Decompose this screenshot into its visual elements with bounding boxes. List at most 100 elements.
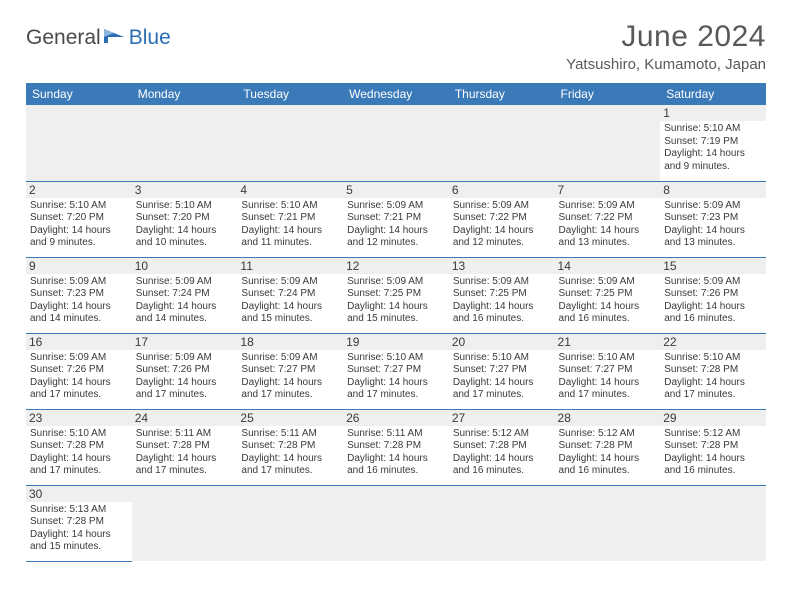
day-info: Sunrise: 5:09 AMSunset: 7:27 PMDaylight:…: [241, 352, 339, 402]
calendar-empty-cell: [343, 105, 449, 181]
calendar-day-cell: 29Sunrise: 5:12 AMSunset: 7:28 PMDayligh…: [660, 409, 766, 485]
day-number: 9: [26, 258, 132, 274]
calendar-day-cell: 17 Sunrise: 5:09 AMSunset: 7:26 PMDayligh…: [132, 333, 238, 409]
day-info: Sunrise: 5:09 AMSunset: 7:25 PMDaylight:…: [453, 276, 551, 326]
brand-logo: General Blue: [26, 26, 171, 50]
calendar-day-cell: 13 Sunrise: 5:09 AMSunset: 7:25 PMDayligh…: [449, 257, 555, 333]
day-info: Sunrise: 5:09 AMSunset: 7:22 PMDaylight:…: [559, 200, 657, 250]
day-info: Sunrise: 5:09 AMSunset: 7:26 PMDaylight:…: [664, 276, 762, 326]
calendar-page: General Blue June 2024 Yatsushiro, Kumam…: [0, 0, 792, 582]
day-info: Sunrise: 5:10 AMSunset: 7:27 PMDaylight:…: [559, 352, 657, 402]
calendar-day-cell: 5 Sunrise: 5:09 AMSunset: 7:21 PMDaylight…: [343, 181, 449, 257]
page-header: General Blue June 2024 Yatsushiro, Kumam…: [26, 20, 766, 73]
day-number: 12: [343, 258, 449, 274]
day-info: Sunrise: 5:09 AMSunset: 7:26 PMDaylight:…: [136, 352, 234, 402]
calendar-week-row: 16Sunrise: 5:09 AMSunset: 7:26 PMDayligh…: [26, 333, 766, 409]
day-info: Sunrise: 5:11 AMSunset: 7:28 PMDaylight:…: [347, 428, 445, 478]
flag-icon: [104, 27, 126, 50]
day-info: Sunrise: 5:09 AMSunset: 7:25 PMDaylight:…: [347, 276, 445, 326]
calendar-day-cell: 2 Sunrise: 5:10 AMSunset: 7:20 PMDaylight…: [26, 181, 132, 257]
weekday-header: Monday: [132, 83, 238, 105]
day-number: 16: [26, 334, 132, 350]
day-info: Sunrise: 5:10 AMSunset: 7:27 PMDaylight:…: [347, 352, 445, 402]
day-number: 30: [26, 486, 132, 502]
calendar-day-cell: 26 Sunrise: 5:11 AMSunset: 7:28 PMDayligh…: [343, 409, 449, 485]
calendar-day-cell: 9 Sunrise: 5:09 AMSunset: 7:23 PMDaylight…: [26, 257, 132, 333]
calendar-week-row: 9 Sunrise: 5:09 AMSunset: 7:23 PMDaylight…: [26, 257, 766, 333]
day-info: Sunrise: 5:09 AMSunset: 7:23 PMDaylight:…: [664, 200, 762, 250]
weekday-header: Tuesday: [237, 83, 343, 105]
day-info: Sunrise: 5:09 AMSunset: 7:24 PMDaylight:…: [136, 276, 234, 326]
day-info: Sunrise: 5:09 AMSunset: 7:22 PMDaylight:…: [453, 200, 551, 250]
calendar-day-cell: 19 Sunrise: 5:10 AMSunset: 7:27 PMDayligh…: [343, 333, 449, 409]
weekday-header-row: Sunday Monday Tuesday Wednesday Thursday…: [26, 83, 766, 105]
month-title: June 2024: [566, 20, 766, 54]
calendar-day-cell: 21Sunrise: 5:10 AMSunset: 7:27 PMDayligh…: [555, 333, 661, 409]
calendar-empty-cell: [237, 105, 343, 181]
weekday-header: Thursday: [449, 83, 555, 105]
calendar-week-row: 2Sunrise: 5:10 AMSunset: 7:20 PMDaylight…: [26, 181, 766, 257]
calendar-day-cell: 30Sunrise: 5:13 AMSunset: 7:28 PMDayligh…: [26, 485, 132, 561]
calendar-day-cell: 11Sunrise: 5:09 AMSunset: 7:24 PMDayligh…: [237, 257, 343, 333]
calendar-empty-cell: [449, 105, 555, 181]
day-number: 5: [343, 182, 449, 198]
calendar-body: 1 Sunrise: 5:10 AMSunset: 7:19 PMDaylight…: [26, 105, 766, 561]
day-info: Sunrise: 5:09 AMSunset: 7:23 PMDaylight:…: [30, 276, 128, 326]
weekday-header: Saturday: [660, 83, 766, 105]
day-number: 18: [237, 334, 343, 350]
day-info: Sunrise: 5:10 AMSunset: 7:19 PMDaylight:…: [664, 123, 762, 173]
day-number: 13: [449, 258, 555, 274]
day-info: Sunrise: 5:10 AMSunset: 7:20 PMDaylight:…: [30, 200, 128, 250]
calendar-day-cell: 18 Sunrise: 5:09 AMSunset: 7:27 PMDayligh…: [237, 333, 343, 409]
calendar-day-cell: 15Sunrise: 5:09 AMSunset: 7:26 PMDayligh…: [660, 257, 766, 333]
calendar-day-cell: 20Sunrise: 5:10 AMSunset: 7:27 PMDayligh…: [449, 333, 555, 409]
day-number: 25: [237, 410, 343, 426]
day-number: 26: [343, 410, 449, 426]
calendar-empty-cell: [555, 105, 661, 181]
weekday-header: Sunday: [26, 83, 132, 105]
calendar-day-cell: 14 Sunrise: 5:09 AMSunset: 7:25 PMDayligh…: [555, 257, 661, 333]
calendar-day-cell: 8 Sunrise: 5:09 AMSunset: 7:23 PMDaylight…: [660, 181, 766, 257]
day-number: 7: [555, 182, 661, 198]
calendar-empty-cell: [660, 485, 766, 561]
calendar-empty-cell: [449, 485, 555, 561]
day-number: 10: [132, 258, 238, 274]
day-number: 28: [555, 410, 661, 426]
calendar-week-row: 30Sunrise: 5:13 AMSunset: 7:28 PMDayligh…: [26, 485, 766, 561]
calendar-day-cell: 24Sunrise: 5:11 AMSunset: 7:28 PMDayligh…: [132, 409, 238, 485]
calendar-day-cell: 22Sunrise: 5:10 AMSunset: 7:28 PMDayligh…: [660, 333, 766, 409]
day-info: Sunrise: 5:10 AMSunset: 7:21 PMDaylight:…: [241, 200, 339, 250]
day-number: 24: [132, 410, 238, 426]
day-number: 8: [660, 182, 766, 198]
day-number: 1: [660, 105, 766, 121]
calendar-day-cell: 12 Sunrise: 5:09 AMSunset: 7:25 PMDayligh…: [343, 257, 449, 333]
day-info: Sunrise: 5:09 AMSunset: 7:25 PMDaylight:…: [559, 276, 657, 326]
day-number: 17: [132, 334, 238, 350]
day-number: 27: [449, 410, 555, 426]
calendar-day-cell: 25Sunrise: 5:11 AMSunset: 7:28 PMDayligh…: [237, 409, 343, 485]
day-info: Sunrise: 5:10 AMSunset: 7:27 PMDaylight:…: [453, 352, 551, 402]
title-block: June 2024 Yatsushiro, Kumamoto, Japan: [566, 20, 766, 73]
calendar-day-cell: 23Sunrise: 5:10 AMSunset: 7:28 PMDayligh…: [26, 409, 132, 485]
day-info: Sunrise: 5:10 AMSunset: 7:28 PMDaylight:…: [664, 352, 762, 402]
day-info: Sunrise: 5:10 AMSunset: 7:20 PMDaylight:…: [136, 200, 234, 250]
calendar-day-cell: 3 Sunrise: 5:10 AMSunset: 7:20 PMDaylight…: [132, 181, 238, 257]
calendar-empty-cell: [555, 485, 661, 561]
day-number: 3: [132, 182, 238, 198]
day-number: 11: [237, 258, 343, 274]
brand-part1: General: [26, 26, 101, 50]
day-info: Sunrise: 5:09 AMSunset: 7:21 PMDaylight:…: [347, 200, 445, 250]
calendar-day-cell: 6 Sunrise: 5:09 AMSunset: 7:22 PMDaylight…: [449, 181, 555, 257]
day-info: Sunrise: 5:09 AMSunset: 7:26 PMDaylight:…: [30, 352, 128, 402]
calendar-empty-cell: [132, 105, 238, 181]
calendar-empty-cell: [26, 105, 132, 181]
day-number: 19: [343, 334, 449, 350]
calendar-day-cell: 27Sunrise: 5:12 AMSunset: 7:28 PMDayligh…: [449, 409, 555, 485]
calendar-day-cell: 28Sunrise: 5:12 AMSunset: 7:28 PMDayligh…: [555, 409, 661, 485]
day-number: 6: [449, 182, 555, 198]
day-number: 4: [237, 182, 343, 198]
day-number: 2: [26, 182, 132, 198]
day-number: 14: [555, 258, 661, 274]
day-number: 29: [660, 410, 766, 426]
brand-part2: Blue: [129, 26, 171, 50]
